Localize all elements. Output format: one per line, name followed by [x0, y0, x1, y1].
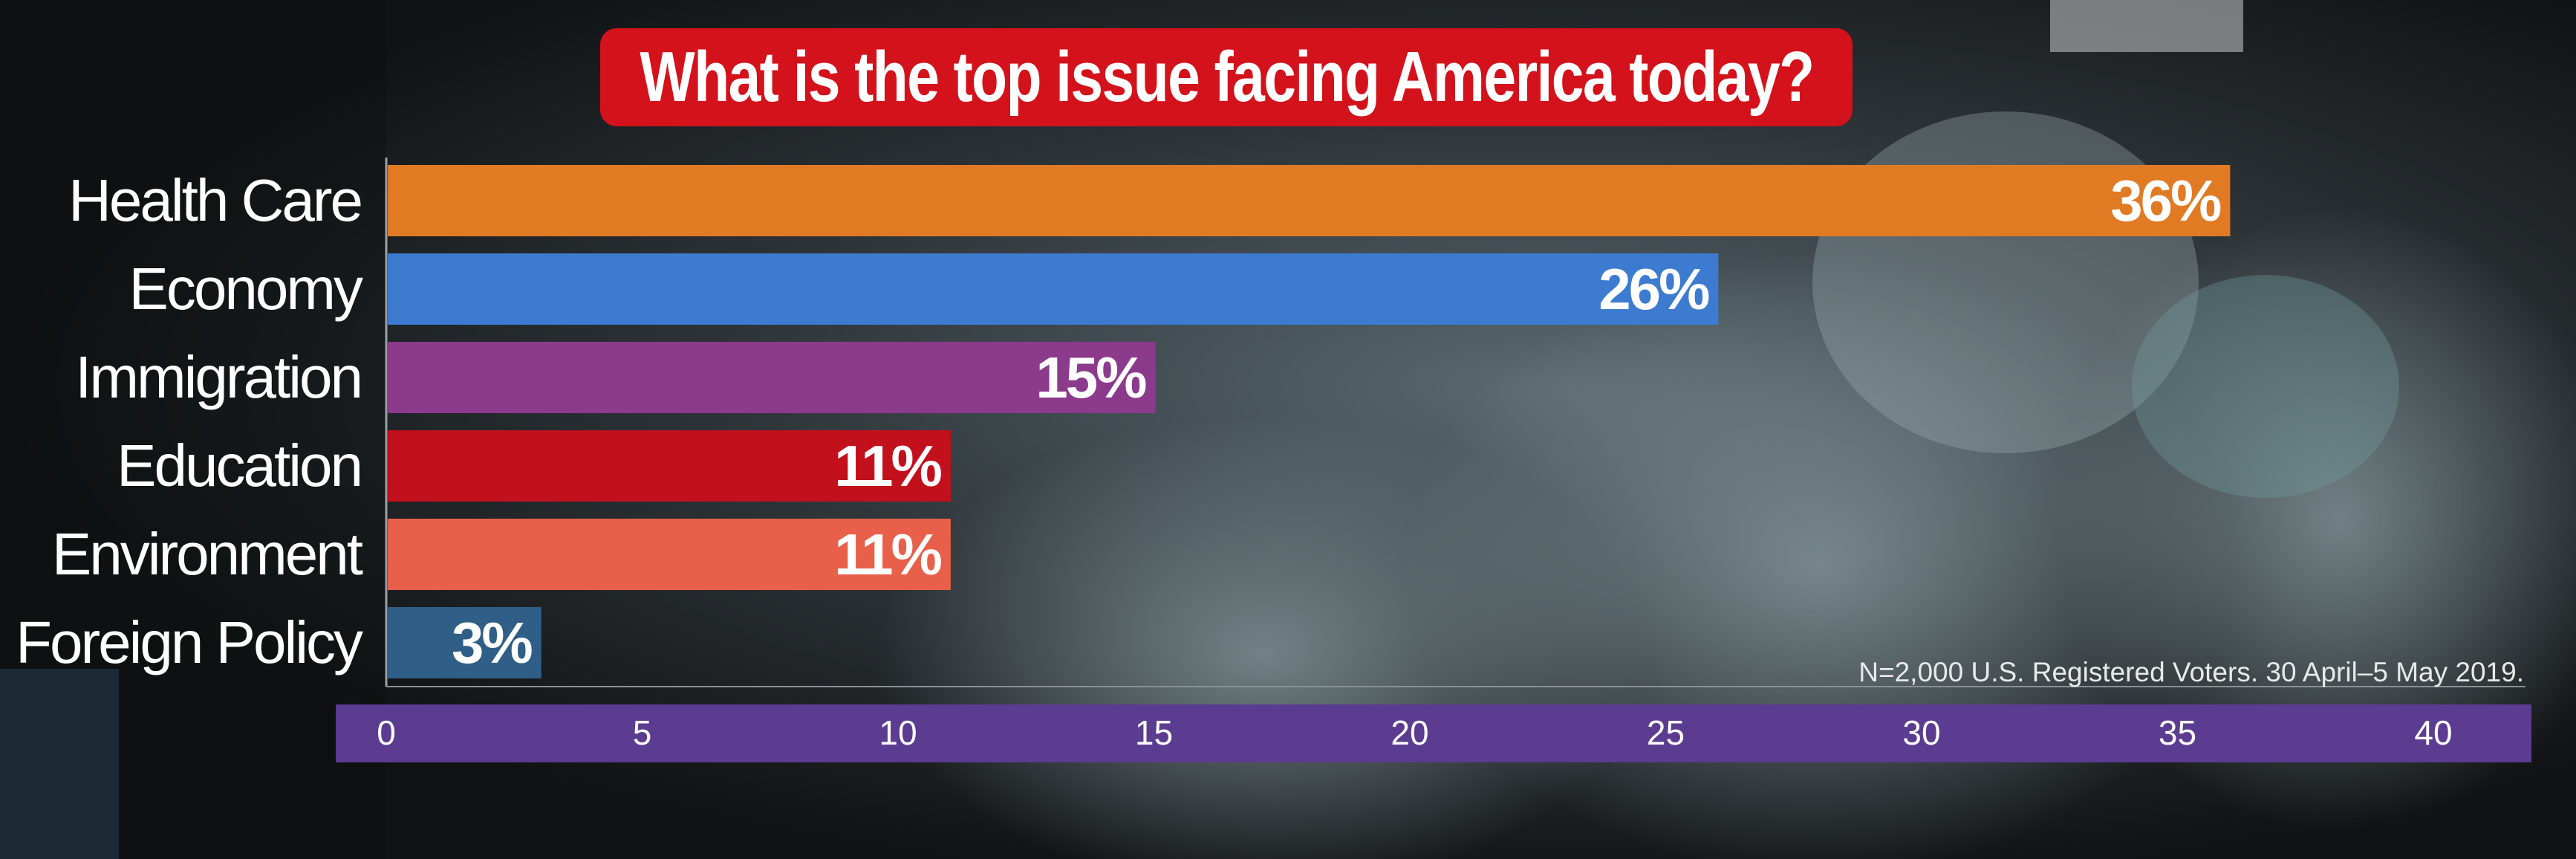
category-labels-group: Health Care Economy Immigration Education En… [16, 167, 365, 675]
chart-title-banner: What is the top issue facing America tod… [600, 28, 1853, 126]
x-tick-label: 10 [879, 713, 917, 752]
bar-value-label: 3% [452, 610, 532, 675]
bar-immigration [388, 342, 1156, 413]
x-tick-label: 30 [1902, 713, 1940, 752]
bar-economy [388, 253, 1719, 325]
x-axis-band [336, 704, 2531, 762]
x-tick-label: 35 [2159, 713, 2196, 752]
category-label: Environment [52, 521, 363, 587]
x-tick-label: 5 [633, 713, 652, 752]
bar-value-label: 11% [834, 433, 941, 499]
chart-title: What is the top issue facing America tod… [640, 37, 1815, 117]
bar-health-care [388, 165, 2231, 236]
category-label: Education [117, 432, 361, 499]
bar-education [388, 430, 951, 502]
x-axis: 0 5 10 15 20 25 30 35 40 [336, 704, 2531, 762]
x-tick-label: 15 [1135, 713, 1173, 752]
category-label: Immigration [75, 344, 361, 410]
x-tick-label: 40 [2414, 713, 2452, 752]
bar-value-label: 15% [1035, 345, 1146, 410]
category-label: Economy [129, 256, 363, 322]
x-tick-label: 25 [1647, 713, 1685, 752]
bar-value-label: 36% [2110, 168, 2221, 233]
survey-note: N=2,000 U.S. Registered Voters. 30 April… [1858, 657, 2524, 687]
x-tick-label: 0 [377, 713, 396, 752]
bars-group: 36% 26% 15% 11% 11% 3% [385, 158, 2525, 687]
x-tick-label: 20 [1391, 713, 1428, 752]
bar-environment [388, 519, 951, 590]
bar-value-label: 26% [1598, 256, 1709, 322]
category-label: Health Care [68, 167, 361, 233]
category-label: Foreign Policy [16, 609, 363, 675]
bar-foreign-policy [388, 607, 541, 678]
bar-value-label: 11% [834, 522, 941, 587]
